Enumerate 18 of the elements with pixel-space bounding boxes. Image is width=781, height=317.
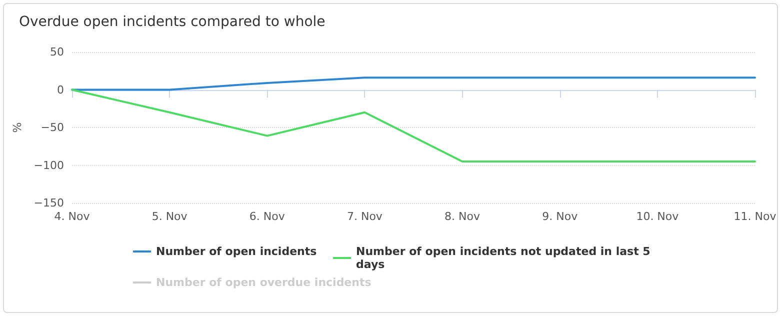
- y-axis-title: %: [10, 122, 24, 133]
- x-tick-label: 4. Nov: [54, 210, 90, 223]
- y-tick-label: 0: [57, 83, 64, 96]
- x-tick-label: 7. Nov: [346, 210, 383, 223]
- x-tick-label: 5. Nov: [152, 210, 188, 223]
- x-tick-label: 11. Nov: [734, 210, 777, 223]
- x-tick-label: 6. Nov: [249, 210, 286, 223]
- legend-label: Number of open incidents not updated in last 5 days: [356, 245, 654, 271]
- y-tick-label: −50: [40, 121, 64, 134]
- y-tick-label: −100: [34, 158, 64, 172]
- x-tick-label: 9. Nov: [542, 210, 578, 223]
- y-tick-label: −150: [34, 196, 64, 210]
- x-tick-label: 10. Nov: [636, 210, 680, 223]
- line-series: [71, 88, 756, 162]
- y-tick-label: 50: [50, 46, 64, 58]
- chart-title: Overdue open incidents compared to whole: [19, 14, 326, 30]
- legend-label: Number of open incidents: [156, 245, 318, 258]
- x-tick-label: 8. Nov: [444, 210, 480, 223]
